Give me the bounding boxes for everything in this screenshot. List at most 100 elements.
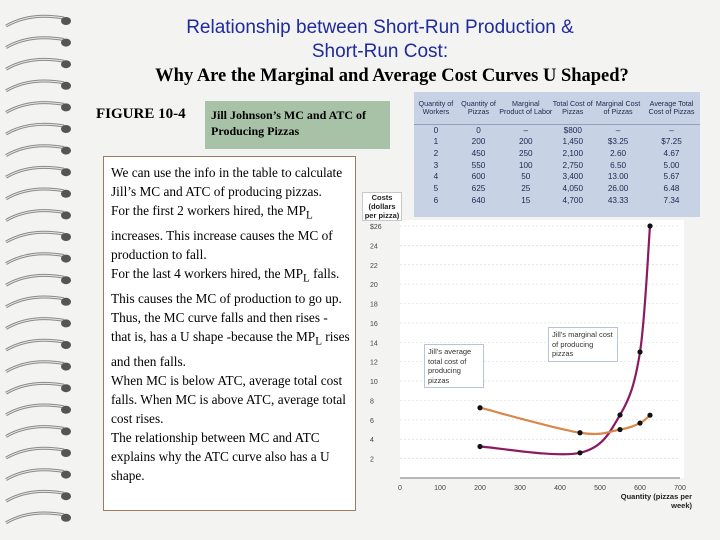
atc-point (647, 412, 653, 418)
explanation-para-1: We can use the info in the table to calc… (111, 165, 343, 200)
title-line-2: Short-Run Cost: (311, 41, 449, 62)
atc-point (617, 426, 623, 433)
atc-point (477, 405, 483, 411)
x-axis-label: Quantity (pizzas per week) (620, 492, 692, 510)
table-cell: 5 (433, 184, 439, 194)
y-tick-label: 12 (370, 360, 378, 367)
atc-point (577, 430, 583, 436)
spiral-ring (5, 360, 71, 373)
table-cell: 2,750 (562, 160, 584, 170)
spiral-ring (5, 144, 71, 157)
figure-label: FIGURE 10-4 (96, 106, 186, 122)
table-cell: 2.60 (610, 148, 627, 158)
spiral-ring (5, 317, 71, 330)
table-cell: 100 (518, 160, 533, 170)
table-cell: $800 (563, 125, 582, 135)
mc-point (577, 450, 583, 456)
y-tick-label: 20 (370, 282, 378, 289)
page-title: Relationship between Short-Run Productio… (100, 16, 660, 64)
y-tick-label: 24 (370, 243, 378, 250)
spiral-ring (5, 273, 71, 287)
explanation-box: We can use the info in the table to calc… (103, 156, 356, 511)
y-tick-label: 22 (370, 263, 378, 270)
table-cell: 625 (471, 184, 486, 194)
explanation-para-2: For the first 2 workers hired, the MPL i… (111, 203, 333, 263)
table-cell: 5.67 (663, 172, 680, 182)
table-cell: 15 (521, 195, 531, 205)
table-cell: 5.00 (663, 160, 680, 170)
x-tick-label: 700 (674, 485, 686, 492)
table-cell: 6 (433, 195, 439, 205)
spiral-ring (5, 165, 71, 179)
table-cell: $7.25 (661, 137, 682, 147)
spiral-ring (5, 187, 71, 201)
x-tick-label: 500 (594, 485, 606, 492)
y-tick-label: 8 (370, 398, 374, 405)
spiral-ring (5, 14, 71, 28)
table-row: 6 640 15 4,700 43.33 7.34 (414, 195, 700, 207)
mc-point (617, 412, 623, 418)
mc-curve-label: Jill’s marginal cost of producing pizzas (548, 327, 618, 362)
title-line-1: Relationship between Short-Run Productio… (186, 17, 574, 38)
x-tick-label: 200 (474, 485, 486, 492)
table-cell: 600 (471, 172, 486, 182)
table-cell: 4,050 (562, 184, 584, 194)
table-cell: 7.34 (663, 195, 680, 205)
spiral-ring (5, 79, 71, 93)
y-tick-label: 4 (370, 437, 374, 444)
y-tick-label: 6 (370, 418, 374, 425)
table-row: 4 600 50 3,400 13.00 5.67 (414, 171, 700, 183)
table-header-cell: Quantity of Pizzas (457, 92, 500, 125)
table-cell: 200 (518, 137, 533, 147)
table-header-row: Quantity of Workers Quantity of Pizzas Mar… (414, 92, 700, 125)
table-cell: 2 (433, 148, 439, 158)
figure-caption: Jill Johnson’s MC and ATC of Producing P… (205, 101, 390, 149)
table-cell: – (669, 125, 674, 135)
x-tick-label: 400 (554, 485, 566, 492)
table-row: 0 0 – $800 – – (414, 124, 700, 136)
table-cell: 4 (433, 172, 439, 182)
spiral-ring (5, 425, 71, 438)
table-cell: 450 (471, 148, 486, 158)
spiral-ring (5, 403, 71, 417)
table-cell: 640 (471, 195, 486, 205)
spiral-ring (5, 36, 71, 49)
table-header-cell: Average Total Cost of Pizzas (643, 92, 700, 125)
table-cell: 6.50 (610, 160, 627, 170)
atc-point (637, 420, 643, 426)
spiral-ring (5, 101, 71, 114)
spiral-ring (5, 57, 71, 71)
spiral-binding (5, 14, 71, 525)
spiral-ring (5, 338, 71, 352)
y-tick-label: 16 (370, 321, 378, 328)
spiral-ring (5, 295, 71, 309)
x-tick-label: 600 (634, 485, 646, 492)
table-cell: 200 (471, 137, 486, 147)
table-cell: 2,100 (562, 148, 584, 158)
table-cell: $3.25 (607, 137, 629, 147)
table-cell: 550 (471, 160, 486, 170)
table-header-cell: Total Cost of Pizzas (552, 92, 594, 125)
table-header-cell: Marginal Cost of Pizzas (593, 92, 644, 125)
atc-curve-label: Jill’s average total cost of producing p… (424, 344, 484, 388)
y-tick-label: 18 (370, 302, 378, 309)
y-axis-label: Costs (dollars per pizza) (362, 192, 402, 221)
table-cell: 43.33 (607, 195, 629, 205)
table-cell: 1 (433, 137, 439, 147)
table-cell: – (615, 125, 621, 135)
table-row: 2 450 250 2,100 2.60 4.67 (414, 148, 700, 160)
table-cell: 25 (521, 184, 531, 194)
x-tick-label: 300 (514, 485, 526, 492)
explanation-para-5: The relationship between MC and ATC expl… (111, 430, 330, 484)
table-header-cell: Marginal Product of Labor (499, 92, 553, 125)
spiral-ring (5, 511, 71, 525)
spiral-ring (5, 489, 71, 503)
spiral-ring (5, 209, 71, 222)
table-header-cell: Quantity of Workers (414, 92, 458, 125)
spiral-ring (5, 381, 71, 395)
table-cell: 4.67 (663, 148, 680, 158)
page-subtitle: Why Are the Marginal and Average Cost Cu… (155, 66, 629, 86)
y-tick-label: $26 (370, 224, 382, 231)
x-tick-label: 100 (434, 485, 446, 492)
